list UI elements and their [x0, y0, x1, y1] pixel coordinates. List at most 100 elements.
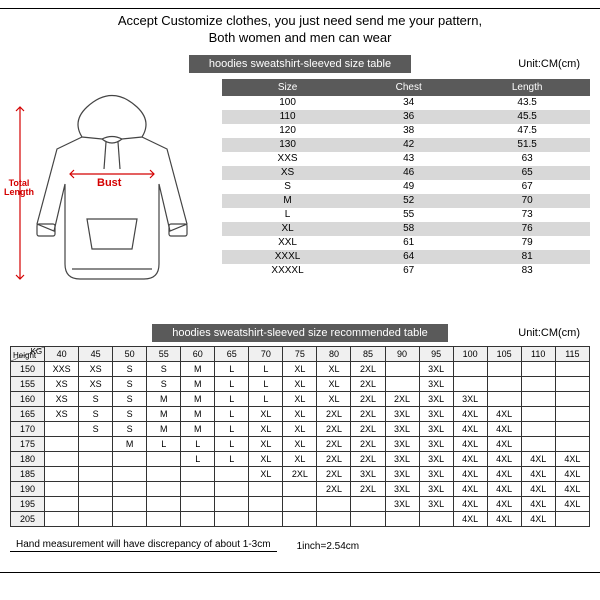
rec-cell: 2XL [317, 421, 351, 436]
height-row: 185 [11, 466, 45, 481]
size-chart-container: Accept Customize clothes, you just need … [0, 8, 600, 573]
rec-cell [555, 406, 589, 421]
rec-cell: XL [283, 376, 317, 391]
rec-cell: 3XL [453, 391, 487, 406]
rec-table: KGHeight40455055606570758085909510010511… [10, 346, 590, 527]
size-cell: 46 [353, 166, 464, 180]
table-row: XL5876 [222, 222, 590, 236]
rec-cell: 4XL [487, 421, 521, 436]
rec-cell [317, 496, 351, 511]
rec-cell [555, 511, 589, 526]
rec-table-title: hoodies sweatshirt-sleeved size recommen… [152, 324, 448, 342]
size-cell: L [222, 208, 353, 222]
size-cell: 83 [464, 264, 590, 278]
rec-cell: L [181, 436, 215, 451]
rec-cell [249, 511, 283, 526]
title-bar-1: hoodies sweatshirt-sleeved size table Un… [0, 55, 600, 73]
rec-cell: M [181, 406, 215, 421]
rec-cell: L [215, 421, 249, 436]
rec-cell [419, 511, 453, 526]
weight-col: 40 [45, 346, 79, 361]
rec-cell: 2XL [351, 406, 385, 421]
rec-cell: 3XL [419, 406, 453, 421]
rec-cell: XL [249, 436, 283, 451]
rec-cell: 2XL [351, 421, 385, 436]
rec-cell: S [147, 376, 181, 391]
rec-cell: S [113, 376, 147, 391]
rec-cell: L [215, 451, 249, 466]
rec-cell [453, 361, 487, 376]
rec-cell: 4XL [487, 496, 521, 511]
rec-cell: M [181, 376, 215, 391]
height-row: 175 [11, 436, 45, 451]
title-bar-2: hoodies sweatshirt-sleeved size recommen… [0, 324, 600, 342]
rec-cell [521, 391, 555, 406]
rec-cell: 2XL [351, 436, 385, 451]
rec-cell [113, 451, 147, 466]
size-cell: 36 [353, 110, 464, 124]
weight-col: 75 [283, 346, 317, 361]
rec-cell: XL [317, 361, 351, 376]
rec-cell: 4XL [555, 466, 589, 481]
size-cell: 42 [353, 138, 464, 152]
rec-cell: 4XL [453, 451, 487, 466]
rec-cell: XXS [45, 361, 79, 376]
size-cell: 61 [353, 236, 464, 250]
rec-cell [521, 376, 555, 391]
rec-cell [487, 376, 521, 391]
rec-cell [521, 406, 555, 421]
rec-cell: S [113, 406, 147, 421]
size-cell: 47.5 [464, 124, 590, 138]
rec-cell: L [215, 436, 249, 451]
size-cell: 38 [353, 124, 464, 138]
table-row: 175MLLLXLXL2XL2XL3XL3XL4XL4XL [11, 436, 590, 451]
rec-cell: 4XL [453, 406, 487, 421]
weight-col: 100 [453, 346, 487, 361]
hoodie-icon [2, 79, 222, 314]
rec-cell: 3XL [419, 436, 453, 451]
size-table: SizeChestLength 1003443.51103645.5120384… [222, 79, 590, 278]
rec-cell [521, 436, 555, 451]
rec-cell: 2XL [317, 466, 351, 481]
rec-cell [555, 361, 589, 376]
rec-cell: L [215, 361, 249, 376]
rec-cell: 3XL [419, 466, 453, 481]
height-row: 180 [11, 451, 45, 466]
rec-cell [113, 466, 147, 481]
rec-cell [521, 421, 555, 436]
rec-cell [283, 511, 317, 526]
weight-col: 70 [249, 346, 283, 361]
rec-cell: L [249, 376, 283, 391]
rec-cell: XL [283, 361, 317, 376]
table-row: 1304251.5 [222, 138, 590, 152]
size-cell: 100 [222, 96, 353, 110]
rec-cell: 3XL [419, 481, 453, 496]
rec-cell: 4XL [453, 511, 487, 526]
height-row: 205 [11, 511, 45, 526]
size-cell: 49 [353, 180, 464, 194]
table-row: 155XSXSSSMLLXLXL2XL3XL [11, 376, 590, 391]
size-cell: XXXXL [222, 264, 353, 278]
rec-cell [45, 421, 79, 436]
weight-col: 80 [317, 346, 351, 361]
size-cell: XXL [222, 236, 353, 250]
rec-cell: 4XL [453, 496, 487, 511]
rec-cell [147, 451, 181, 466]
rec-cell [453, 376, 487, 391]
rec-cell [283, 481, 317, 496]
height-row: 165 [11, 406, 45, 421]
rec-cell [487, 391, 521, 406]
rec-cell: 3XL [385, 466, 419, 481]
rec-cell: 3XL [419, 451, 453, 466]
rec-cell [113, 496, 147, 511]
rec-cell: 2XL [317, 451, 351, 466]
rec-cell: 3XL [385, 406, 419, 421]
table-row: 185XL2XL2XL3XL3XL3XL4XL4XL4XL4XL [11, 466, 590, 481]
rec-cell [79, 496, 113, 511]
rec-cell [555, 421, 589, 436]
rec-cell: 3XL [419, 421, 453, 436]
rec-cell [555, 376, 589, 391]
rec-cell: M [113, 436, 147, 451]
rec-cell: 4XL [487, 466, 521, 481]
rec-cell: 2XL [317, 481, 351, 496]
